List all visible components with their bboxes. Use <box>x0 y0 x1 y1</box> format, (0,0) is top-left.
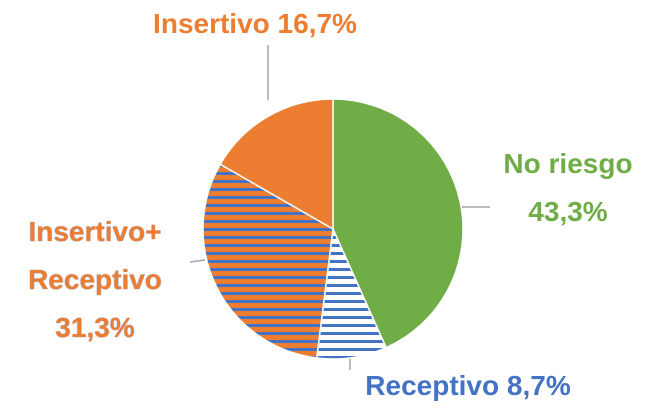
pie-slice <box>219 98 334 231</box>
slice-label: Receptivo 8,7% <box>365 362 570 410</box>
value-label: 16,7% <box>277 8 357 39</box>
pie-slice <box>332 98 464 349</box>
category-label: Insertivo+ Receptivo <box>28 216 162 295</box>
leader-line <box>189 259 206 263</box>
slice-label: Insertivo 16,7% <box>153 0 357 48</box>
slice-label: No riesgo 43,3% <box>483 140 653 236</box>
value-label: 8,7% <box>506 370 571 401</box>
value-label: 43,3% <box>528 196 608 227</box>
category-label: Insertivo <box>153 8 270 39</box>
category-label: No riesgo <box>503 148 633 179</box>
value-label: 31,3% <box>55 312 135 343</box>
category-label: Receptivo <box>365 370 500 401</box>
slice-label: Insertivo+ Receptivo 31,3% <box>5 208 185 352</box>
pie-slice <box>202 163 334 359</box>
